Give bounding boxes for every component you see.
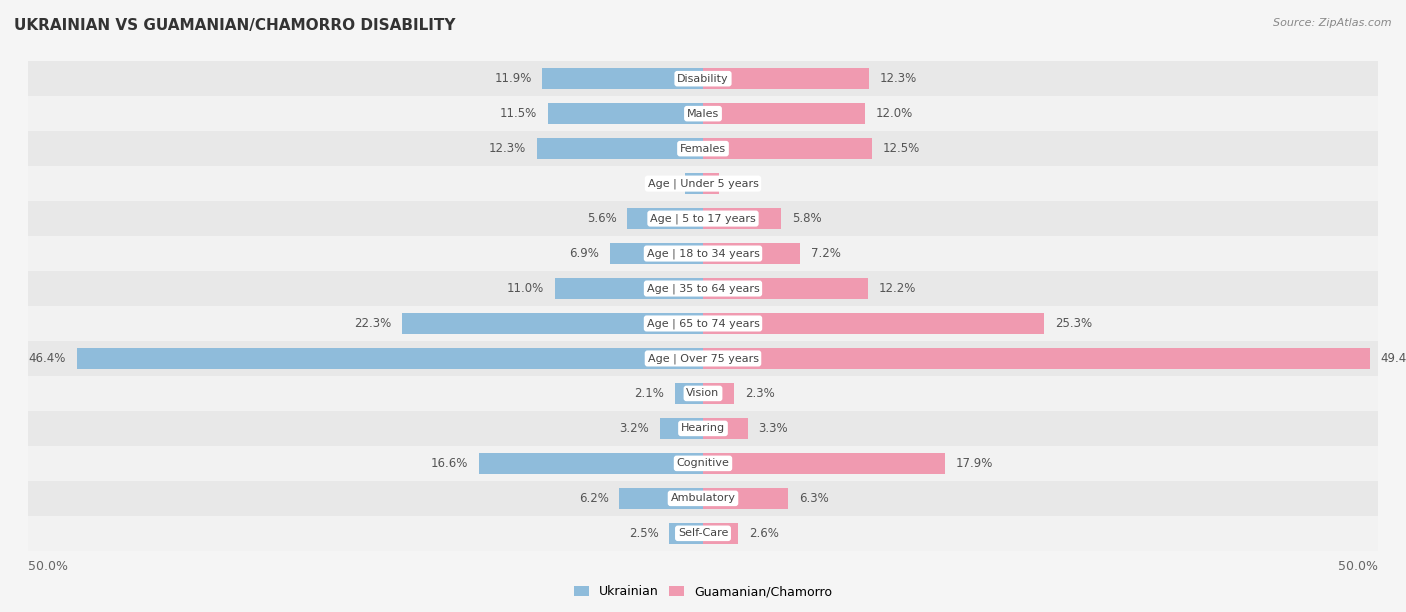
Bar <box>703 523 738 544</box>
Text: 46.4%: 46.4% <box>28 352 66 365</box>
Text: 2.1%: 2.1% <box>634 387 664 400</box>
Text: Disability: Disability <box>678 73 728 84</box>
Text: 6.2%: 6.2% <box>579 492 609 505</box>
Bar <box>703 243 800 264</box>
Text: 11.5%: 11.5% <box>499 107 537 120</box>
Bar <box>703 453 945 474</box>
Bar <box>703 488 787 509</box>
Bar <box>703 348 1369 369</box>
Bar <box>537 138 703 159</box>
Bar <box>554 278 703 299</box>
Bar <box>402 313 703 334</box>
Bar <box>77 348 703 369</box>
Text: Age | Over 75 years: Age | Over 75 years <box>648 353 758 364</box>
Text: Hearing: Hearing <box>681 424 725 433</box>
Bar <box>703 68 869 89</box>
Bar <box>28 411 1378 446</box>
Bar <box>543 68 703 89</box>
Text: Self-Care: Self-Care <box>678 528 728 539</box>
Text: 16.6%: 16.6% <box>430 457 468 470</box>
Text: 7.2%: 7.2% <box>811 247 841 260</box>
Bar <box>703 103 865 124</box>
Text: 11.9%: 11.9% <box>494 72 531 85</box>
Text: 25.3%: 25.3% <box>1056 317 1092 330</box>
Text: 49.4%: 49.4% <box>1381 352 1406 365</box>
Text: 2.6%: 2.6% <box>749 527 779 540</box>
Bar <box>703 173 720 194</box>
Bar <box>703 138 872 159</box>
Text: Age | Under 5 years: Age | Under 5 years <box>648 178 758 189</box>
Bar <box>659 418 703 439</box>
Text: 2.5%: 2.5% <box>628 527 658 540</box>
Text: 12.3%: 12.3% <box>880 72 917 85</box>
Bar <box>686 173 703 194</box>
Text: 12.5%: 12.5% <box>883 142 920 155</box>
Text: 22.3%: 22.3% <box>354 317 391 330</box>
Bar <box>28 61 1378 96</box>
Bar <box>703 383 734 404</box>
Text: 5.8%: 5.8% <box>792 212 821 225</box>
Text: Age | 65 to 74 years: Age | 65 to 74 years <box>647 318 759 329</box>
Bar <box>28 376 1378 411</box>
Text: 11.0%: 11.0% <box>506 282 544 295</box>
Text: 12.2%: 12.2% <box>879 282 915 295</box>
Bar <box>703 418 748 439</box>
Bar <box>28 446 1378 481</box>
Bar <box>28 131 1378 166</box>
Text: 50.0%: 50.0% <box>1339 559 1378 573</box>
Bar <box>703 208 782 229</box>
Text: Cognitive: Cognitive <box>676 458 730 468</box>
Text: Males: Males <box>688 109 718 119</box>
Text: 6.9%: 6.9% <box>569 247 599 260</box>
Bar <box>548 103 703 124</box>
Text: 50.0%: 50.0% <box>28 559 67 573</box>
Text: Source: ZipAtlas.com: Source: ZipAtlas.com <box>1274 18 1392 28</box>
Bar <box>28 516 1378 551</box>
Text: 3.3%: 3.3% <box>758 422 787 435</box>
Bar <box>28 236 1378 271</box>
Text: 17.9%: 17.9% <box>956 457 993 470</box>
Bar <box>619 488 703 509</box>
Bar <box>28 166 1378 201</box>
Text: Vision: Vision <box>686 389 720 398</box>
Bar <box>28 96 1378 131</box>
Bar <box>28 481 1378 516</box>
Bar <box>479 453 703 474</box>
Bar <box>627 208 703 229</box>
Text: 6.3%: 6.3% <box>799 492 828 505</box>
Text: 2.3%: 2.3% <box>745 387 775 400</box>
Text: 3.2%: 3.2% <box>619 422 650 435</box>
Text: 12.3%: 12.3% <box>489 142 526 155</box>
Bar <box>28 201 1378 236</box>
Bar <box>610 243 703 264</box>
Bar <box>703 313 1045 334</box>
Legend: Ukrainian, Guamanian/Chamorro: Ukrainian, Guamanian/Chamorro <box>569 580 837 603</box>
Bar <box>675 383 703 404</box>
Text: Ambulatory: Ambulatory <box>671 493 735 503</box>
Text: 1.3%: 1.3% <box>645 177 675 190</box>
Bar <box>703 278 868 299</box>
Bar <box>28 341 1378 376</box>
Text: 5.6%: 5.6% <box>586 212 617 225</box>
Text: 12.0%: 12.0% <box>876 107 912 120</box>
Text: Age | 5 to 17 years: Age | 5 to 17 years <box>650 214 756 224</box>
Text: UKRAINIAN VS GUAMANIAN/CHAMORRO DISABILITY: UKRAINIAN VS GUAMANIAN/CHAMORRO DISABILI… <box>14 18 456 34</box>
Bar <box>28 271 1378 306</box>
Text: Age | 18 to 34 years: Age | 18 to 34 years <box>647 248 759 259</box>
Text: Females: Females <box>681 144 725 154</box>
Bar <box>669 523 703 544</box>
Text: 1.2%: 1.2% <box>730 177 759 190</box>
Bar <box>28 306 1378 341</box>
Text: Age | 35 to 64 years: Age | 35 to 64 years <box>647 283 759 294</box>
